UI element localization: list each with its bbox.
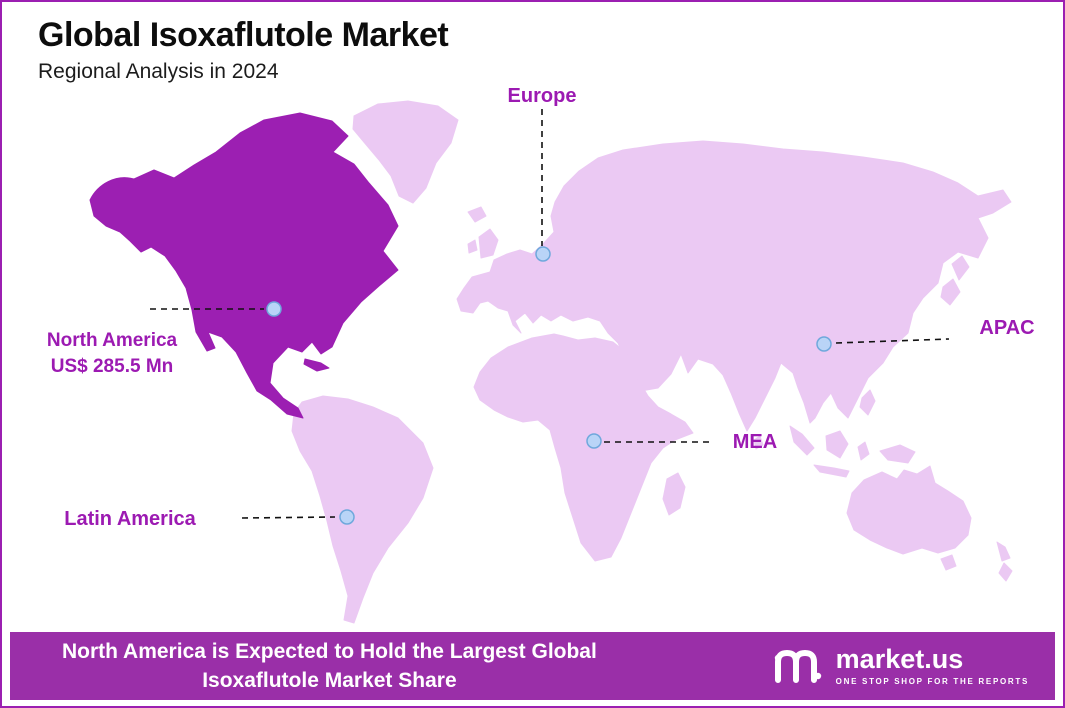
region-eurasia <box>456 140 1012 432</box>
leader-lines <box>150 109 950 519</box>
market-us-logo-icon <box>774 649 821 683</box>
brand-name: market.us <box>835 644 964 674</box>
region-iceland <box>467 206 487 223</box>
region-new-zealand-south <box>998 562 1013 582</box>
region-madagascar <box>662 472 686 516</box>
marker-mea <box>586 433 602 449</box>
island-cuba <box>303 358 330 372</box>
label-europe-text: Europe <box>507 85 577 107</box>
label-latin-america-text: Latin America <box>64 508 196 530</box>
page-title: Global Isoxaflutole Market <box>38 16 449 54</box>
label-mea-text: MEA <box>732 431 778 453</box>
island-sumatra <box>789 425 815 456</box>
label-mea: MEA <box>733 431 777 454</box>
region-uk <box>478 228 499 259</box>
label-latin-america: Latin America <box>64 508 196 531</box>
continents-highlight <box>89 112 399 419</box>
label-north-america-value: US$ 285.5 Mn <box>50 356 174 377</box>
marker-europe <box>535 246 551 262</box>
region-new-zealand-north <box>996 541 1011 562</box>
footer-text-line2: Isoxaflutole Market Share <box>202 669 457 692</box>
footer-text: North America is Expected to Hold the La… <box>62 637 597 696</box>
label-apac: APAC <box>979 317 1034 340</box>
island-new-guinea <box>879 444 916 464</box>
brand-tagline: ONE STOP SHOP FOR THE REPORTS <box>835 677 1029 686</box>
region-south-america <box>291 395 434 624</box>
region-markers <box>266 246 832 525</box>
label-north-america-text: North America <box>46 330 178 351</box>
island-sulawesi <box>857 441 870 461</box>
island-japan-north <box>951 255 970 281</box>
footer-banner: North America is Expected to Hold the La… <box>10 632 1055 700</box>
marker-apac <box>816 336 832 352</box>
leader-line-latin-america <box>241 516 336 519</box>
region-north-america <box>89 112 399 419</box>
label-north-america: North America US$ 285.5 Mn <box>47 330 177 378</box>
footer-text-line1: North America is Expected to Hold the La… <box>62 639 597 663</box>
marker-latin-america <box>339 509 355 525</box>
leader-line-apac <box>835 338 950 344</box>
region-australia <box>846 465 972 555</box>
region-greenland <box>352 100 459 204</box>
region-ireland <box>467 239 478 254</box>
island-sri-lanka <box>753 435 764 450</box>
region-africa <box>473 333 694 562</box>
label-apac-text: APAC <box>979 317 1035 339</box>
brand-logo-group: market.us ONE STOP SHOP FOR THE REPORTS <box>772 646 1029 686</box>
island-borneo <box>825 430 849 459</box>
island-japan-south <box>940 278 961 306</box>
marker-north-america <box>266 301 282 317</box>
continents-light <box>291 100 1013 624</box>
island-java <box>813 464 850 478</box>
label-europe: Europe <box>508 85 577 108</box>
region-tasmania <box>940 554 957 571</box>
header: Global Isoxaflutole Market Regional Anal… <box>38 16 449 84</box>
brand-text: market.us ONE STOP SHOP FOR THE REPORTS <box>835 644 1029 687</box>
island-philippines <box>859 389 876 416</box>
page-subtitle: Regional Analysis in 2024 <box>38 60 279 83</box>
